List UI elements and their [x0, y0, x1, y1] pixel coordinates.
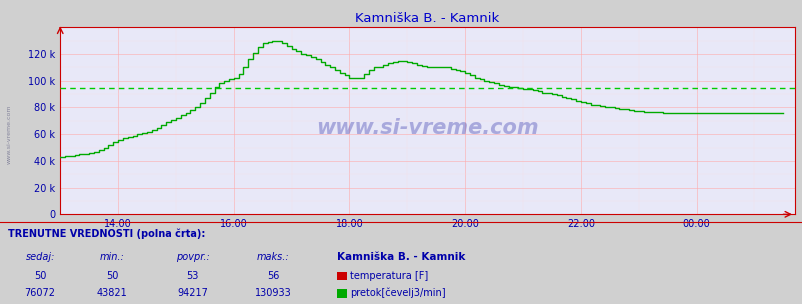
Text: TRENUTNE VREDNOSTI (polna črta):: TRENUTNE VREDNOSTI (polna črta):: [8, 229, 205, 239]
Text: 56: 56: [266, 271, 279, 281]
Text: Kamniška B. - Kamnik: Kamniška B. - Kamnik: [337, 252, 465, 262]
Text: povpr.:: povpr.:: [176, 252, 209, 262]
Text: 130933: 130933: [254, 288, 291, 299]
Text: pretok[čevelj3/min]: pretok[čevelj3/min]: [350, 288, 445, 299]
Title: Kamniška B. - Kamnik: Kamniška B. - Kamnik: [355, 12, 499, 25]
Text: 76072: 76072: [25, 288, 55, 299]
Text: maks.:: maks.:: [257, 252, 289, 262]
Text: www.si-vreme.com: www.si-vreme.com: [316, 118, 538, 138]
Text: 53: 53: [186, 271, 199, 281]
Text: sedaj:: sedaj:: [26, 252, 55, 262]
Text: 43821: 43821: [97, 288, 128, 299]
Text: 50: 50: [34, 271, 47, 281]
Text: 94217: 94217: [177, 288, 208, 299]
Text: min.:: min.:: [100, 252, 124, 262]
Text: 50: 50: [106, 271, 119, 281]
Text: temperatura [F]: temperatura [F]: [350, 271, 427, 281]
Text: www.si-vreme.com: www.si-vreme.com: [7, 104, 12, 164]
